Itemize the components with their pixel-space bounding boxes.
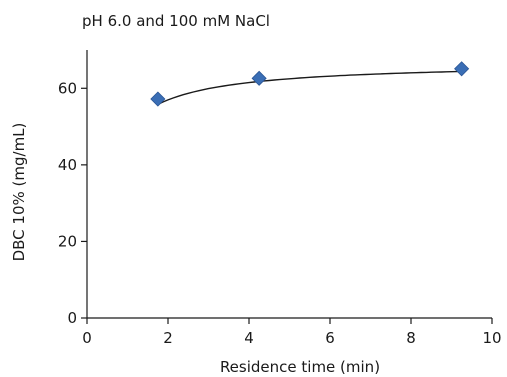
x-tick-label: 2 (163, 329, 173, 347)
chart-title: pH 6.0 and 100 mM NaCl (82, 12, 270, 30)
x-tick-label: 0 (82, 329, 92, 347)
x-tick-label: 8 (406, 329, 416, 347)
ticks: 0 2 4 6 8 10 0 20 40 60 (58, 79, 502, 347)
y-axis-label: DBC 10% (mg/mL) (10, 123, 28, 262)
data-point (251, 70, 267, 86)
y-tick-label: 40 (58, 156, 77, 174)
y-tick-label: 0 (67, 309, 77, 327)
axes (86, 50, 492, 319)
y-tick-label: 60 (58, 79, 77, 97)
x-axis-label: Residence time (min) (220, 358, 380, 376)
data-point (150, 91, 166, 107)
x-tick-label: 4 (244, 329, 254, 347)
data-point (454, 61, 470, 77)
x-tick-label: 10 (482, 329, 501, 347)
x-tick-label: 6 (325, 329, 335, 347)
data-points (150, 61, 470, 107)
trend-line (157, 70, 462, 106)
y-tick-label: 20 (58, 232, 77, 250)
